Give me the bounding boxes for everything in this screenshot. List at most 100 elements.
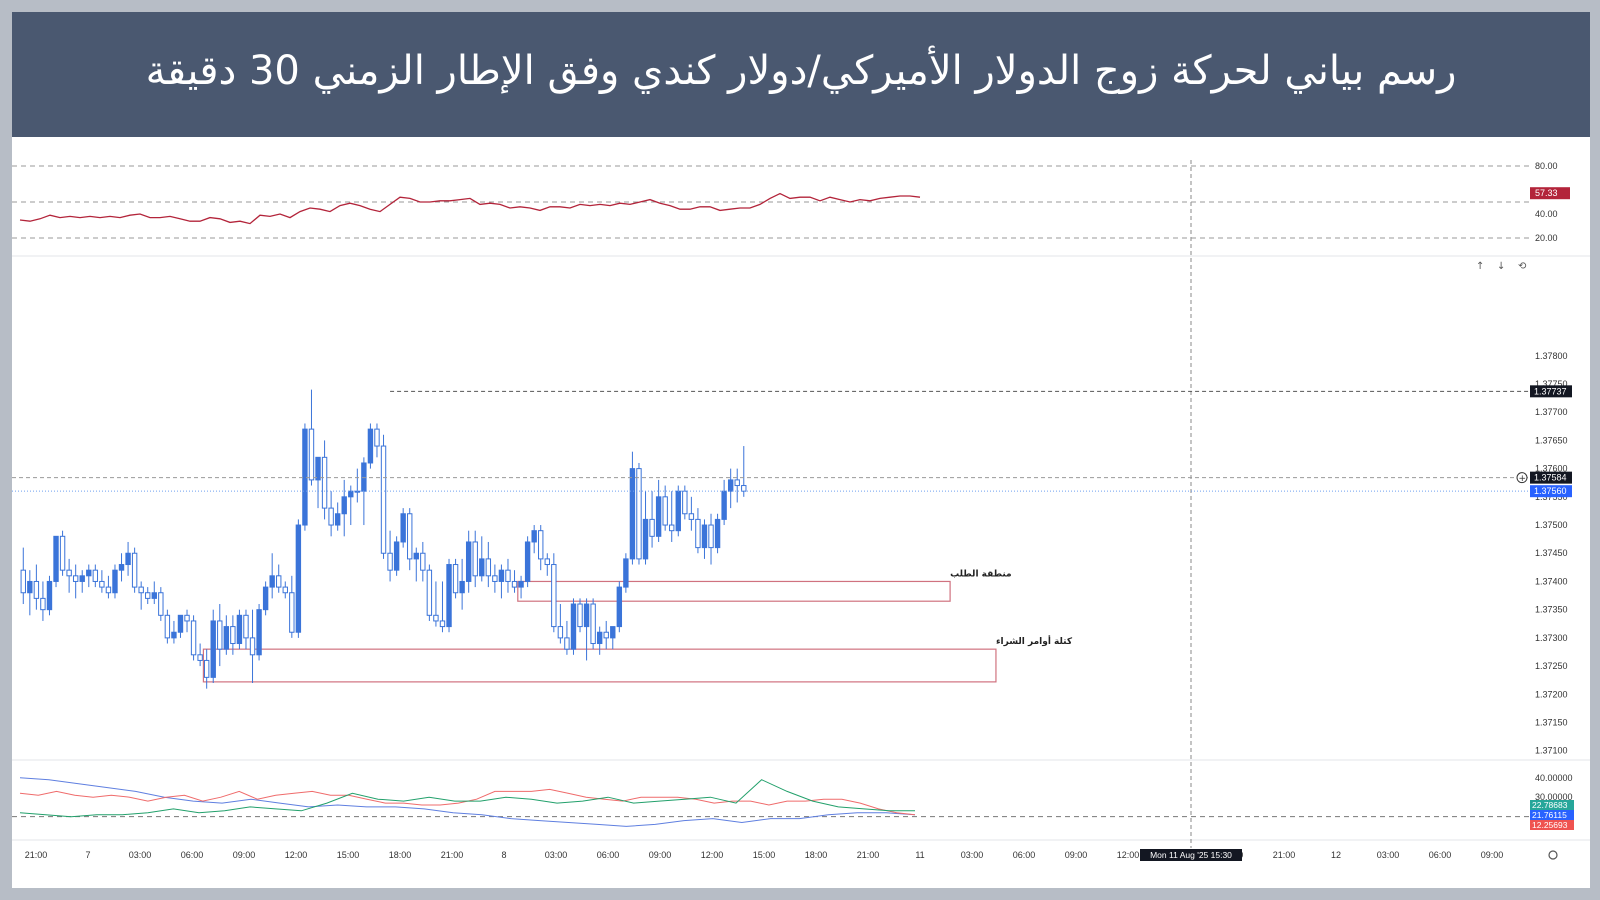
adx-value-badge: 12.25693	[1530, 820, 1574, 830]
candle-body	[282, 586, 288, 594]
price-tick-label: 1.37300	[1535, 633, 1568, 643]
adx-value-badge: 21.76115	[1530, 810, 1574, 820]
price-tick-label: 1.37700	[1535, 407, 1568, 417]
candle-body	[518, 580, 524, 588]
candle	[498, 564, 505, 599]
candle	[518, 575, 524, 599]
candle-body	[367, 428, 374, 464]
price-tick-label: 1.37650	[1535, 435, 1568, 445]
candle	[184, 609, 190, 633]
candle	[177, 614, 184, 638]
candle	[145, 587, 151, 605]
candle	[33, 564, 40, 610]
adx-badge-bg	[1530, 800, 1574, 810]
candle	[118, 553, 125, 582]
candle	[426, 564, 433, 621]
candle	[308, 389, 315, 486]
candle	[151, 581, 157, 605]
candle-body	[328, 507, 334, 526]
candle-body	[642, 518, 649, 560]
candle-body	[374, 428, 380, 447]
candle-body	[289, 592, 295, 633]
candle	[158, 587, 164, 621]
candle	[295, 519, 302, 638]
candle	[276, 564, 282, 593]
candle-body	[145, 592, 151, 599]
scroll-down-icon[interactable]: ↓	[1497, 261, 1505, 272]
rsi-tick-label: 40.00	[1535, 209, 1558, 219]
candle-body	[40, 597, 46, 611]
candle	[557, 604, 564, 644]
candle	[714, 513, 721, 554]
candle-body	[649, 518, 655, 537]
crosshair-target-icon: +	[1516, 472, 1528, 484]
candle-body	[27, 580, 33, 594]
candle	[197, 643, 203, 667]
reset-scale-icon[interactable]: ⟲	[1518, 261, 1527, 272]
candle-body	[479, 558, 485, 577]
time-tick-label: 12:00	[285, 850, 308, 860]
candle	[603, 620, 609, 650]
price-badge: 1.37584	[1530, 471, 1572, 484]
candle-body	[420, 552, 426, 571]
candle-body	[446, 564, 452, 628]
candle	[72, 564, 79, 599]
candle-body	[105, 586, 112, 594]
candle	[20, 547, 26, 605]
candle	[367, 423, 374, 469]
time-tick-label: 09:00	[233, 850, 256, 860]
scroll-up-icon[interactable]: ↑	[1476, 261, 1484, 272]
candle	[190, 615, 197, 661]
candle	[53, 535, 59, 588]
candle-body	[485, 558, 492, 577]
rsi-tick-label: 80.00	[1535, 161, 1558, 171]
candle-body	[708, 524, 714, 549]
zone-label: كتلة أوامر الشراء	[996, 635, 1073, 647]
candle	[688, 496, 695, 531]
candle-body	[53, 535, 59, 582]
candle	[92, 564, 99, 588]
candle-body	[662, 496, 668, 526]
time-badge-bg	[1140, 849, 1242, 861]
candle	[138, 581, 144, 610]
candle	[79, 570, 85, 593]
time-tick-label: 06:00	[1429, 850, 1452, 860]
candle	[623, 553, 629, 593]
rsi-badge-label: 57.33	[1535, 188, 1558, 198]
candle	[400, 508, 406, 548]
candle	[380, 434, 387, 559]
candle	[511, 570, 518, 593]
candle-body	[276, 575, 282, 588]
time-tick-label: 03:00	[1377, 850, 1400, 860]
candle-body	[570, 603, 577, 650]
candle	[616, 581, 623, 633]
price-tick-label: 1.37400	[1535, 576, 1568, 586]
settings-icon[interactable]	[1548, 850, 1558, 860]
candle-body	[79, 575, 85, 582]
rsi-value-badge: 57.33	[1530, 187, 1570, 200]
candle-body	[86, 569, 92, 577]
candle	[636, 462, 642, 565]
candle-body	[538, 530, 544, 560]
candle	[99, 570, 105, 593]
time-tick-label: 03:00	[545, 850, 568, 860]
candle	[217, 604, 223, 667]
candle-body	[426, 569, 433, 616]
time-tick-label: 21:00	[441, 850, 464, 860]
candle	[662, 485, 668, 531]
time-tick-label: 21:00	[857, 850, 880, 860]
candle-body	[210, 620, 216, 678]
candle	[524, 536, 531, 588]
price-tick-label: 1.37750	[1535, 379, 1568, 389]
candle-body	[714, 518, 721, 549]
candle-body	[171, 631, 177, 639]
candle	[236, 609, 243, 650]
price-badge-label: 1.37584	[1534, 473, 1567, 483]
candle	[669, 491, 675, 542]
candle-body	[413, 552, 419, 560]
candle	[171, 620, 177, 644]
time-tick-label: 06:00	[597, 850, 620, 860]
candle	[40, 581, 46, 621]
candle-body	[164, 614, 171, 639]
